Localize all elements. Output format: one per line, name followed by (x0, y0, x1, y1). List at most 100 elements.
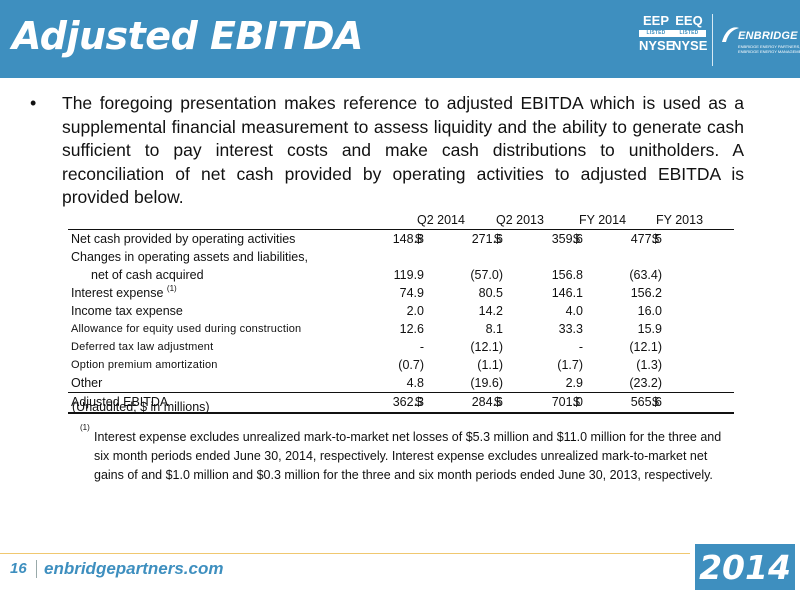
row-value: 16.0 (637, 304, 662, 318)
ticker-band: LISTED (639, 30, 673, 37)
bullet-paragraph: The foregoing presentation makes referen… (62, 93, 744, 207)
units-note: (Unaudited; $ in millions) (72, 400, 210, 414)
footnote-text: Interest expense excludes unrealized mar… (94, 428, 734, 485)
row-label-text: Income tax expense (71, 304, 183, 318)
row-value: 359.6 (551, 232, 583, 246)
header-divider (712, 14, 713, 66)
currency-symbol: $ (652, 395, 659, 409)
ticker-band: LISTED (672, 30, 706, 37)
row-value: (12.1) (629, 340, 662, 354)
row-label: net of cash acquired (91, 268, 204, 282)
enbridge-swoosh-icon (722, 27, 739, 42)
footer-website-link[interactable]: enbridgepartners.com (44, 559, 224, 578)
footer-rule (0, 553, 690, 554)
row-label: Income tax expense (71, 304, 183, 318)
row-label-text: Interest expense (71, 286, 164, 300)
row-value: - (578, 340, 583, 354)
column-header: FY 2013 (656, 213, 704, 227)
reconciliation-table: Q2 2014 Q2 2013 FY 2014 FY 2013 Net cash… (68, 212, 734, 414)
row-value: 4.8 (406, 376, 424, 390)
table-body: Net cash provided by operating activitie… (68, 230, 734, 392)
row-label: Net cash provided by operating activitie… (71, 232, 295, 246)
row-value: (57.0) (470, 268, 503, 282)
currency-symbol: $ (652, 232, 659, 246)
row-label: Other (71, 376, 102, 390)
table-row: Deferred tax law adjustment - (12.1) - (12.1… (68, 338, 734, 356)
row-value: 362.3 (392, 395, 424, 409)
currency-symbol: $ (573, 232, 580, 246)
row-value: (1.1) (477, 358, 503, 372)
column-header: Q2 2013 (496, 213, 544, 227)
row-value: 477.5 (630, 232, 662, 246)
row-value: (1.3) (636, 358, 662, 372)
bullet-icon: • (30, 93, 37, 113)
table-row: net of cash acquired 119.9 (57.0) 156.8 (63.… (68, 266, 734, 284)
table-row: Net cash provided by operating activitie… (68, 230, 734, 248)
row-value: 284.6 (471, 395, 503, 409)
row-label: Adjusted EBITDA (71, 395, 169, 409)
row-value: 33.3 (558, 322, 583, 336)
footnote-reference: (1) (166, 284, 177, 293)
currency-symbol: $ (573, 395, 580, 409)
row-value: 74.9 (399, 286, 424, 300)
row-value: 119.9 (393, 268, 424, 282)
row-value: 2.0 (406, 304, 424, 318)
row-value: 15.9 (637, 322, 662, 336)
ticker-exchange: NYSE (639, 38, 675, 53)
table-row: Allowance for equity used during constru… (68, 320, 734, 338)
currency-symbol: $ (415, 395, 422, 409)
table-row: Option premium amortization (0.7) (1.1) (1.… (68, 356, 734, 374)
page-title: Adjusted EBITDA (12, 14, 363, 58)
row-value: (23.2) (629, 376, 662, 390)
ticker-exchange: NYSE (672, 38, 708, 53)
row-label: Deferred tax law adjustment (71, 341, 213, 353)
footer-divider (36, 560, 37, 578)
eeq-nyse-badge: EEQ LISTED NYSE (672, 13, 708, 53)
ticker-symbol: EEP (642, 13, 669, 28)
table-rule (68, 392, 734, 393)
row-value: 146.1 (551, 286, 583, 300)
row-label-text: Other (71, 376, 103, 390)
row-value: 14.2 (478, 304, 503, 318)
table-row: Other 4.8 (19.6) 2.9 (23.2) (68, 374, 734, 392)
header-bar: Adjusted EBITDA EEP LISTED NYSE EEQ LIST… (0, 0, 800, 78)
row-value: 4.0 (565, 304, 583, 318)
row-value: 156.8 (551, 268, 583, 282)
logo-subtitle: ENBRIDGE ENERGY PARTNERS, L.P. ENBRIDGE … (738, 44, 800, 54)
total-row: Adjusted EBITDA $ 362.3 $ 284.6 $ 701.0 … (68, 393, 734, 411)
table-rule-double (68, 412, 734, 414)
table-row: Changes in operating assets and liabilit… (68, 248, 734, 266)
row-value: (19.6) (470, 376, 503, 390)
row-value: 565.6 (630, 395, 662, 409)
row-value: (12.1) (470, 340, 503, 354)
row-label: Allowance for equity used during constru… (71, 323, 301, 335)
row-value: 156.2 (630, 286, 662, 300)
table-header-row: Q2 2014 Q2 2013 FY 2014 FY 2013 (68, 212, 734, 229)
row-value: 8.1 (485, 322, 503, 336)
table-row: Income tax expense 2.0 14.2 4.0 16.0 (68, 302, 734, 320)
currency-symbol: $ (494, 232, 501, 246)
row-label-text: Option premium amortization (71, 359, 218, 371)
row-value: 2.9 (565, 376, 583, 390)
row-label: Interest expense (1) (71, 284, 177, 300)
page-number: 16 (10, 560, 27, 577)
row-label-text: Changes in operating assets and liabilit… (71, 250, 308, 264)
row-value: (1.7) (557, 358, 583, 372)
enbridge-logo: ENBRIDGE ENBRIDGE ENERGY PARTNERS, L.P. … (720, 20, 800, 60)
row-label-text: Net cash provided by operating activitie… (71, 232, 296, 246)
row-value: 701.0 (551, 395, 583, 409)
row-label: Option premium amortization (71, 359, 218, 371)
column-header: FY 2014 (579, 213, 627, 227)
row-label-text: Deferred tax law adjustment (71, 341, 214, 353)
currency-symbol: $ (494, 395, 501, 409)
currency-symbol: $ (415, 232, 422, 246)
row-value: 271.6 (471, 232, 503, 246)
ticker-symbol: EEQ (675, 13, 703, 28)
footnote-body: Interest expense excludes unrealized mar… (94, 430, 722, 482)
row-value: - (419, 340, 424, 354)
logo-subtitle-line: ENBRIDGE ENERGY PARTNERS, L.P. (738, 44, 800, 49)
table-rule (68, 229, 734, 230)
row-value: 148.8 (392, 232, 424, 246)
row-label-text: Allowance for equity used during constru… (71, 323, 302, 335)
row-label: Changes in operating assets and liabilit… (71, 250, 308, 264)
